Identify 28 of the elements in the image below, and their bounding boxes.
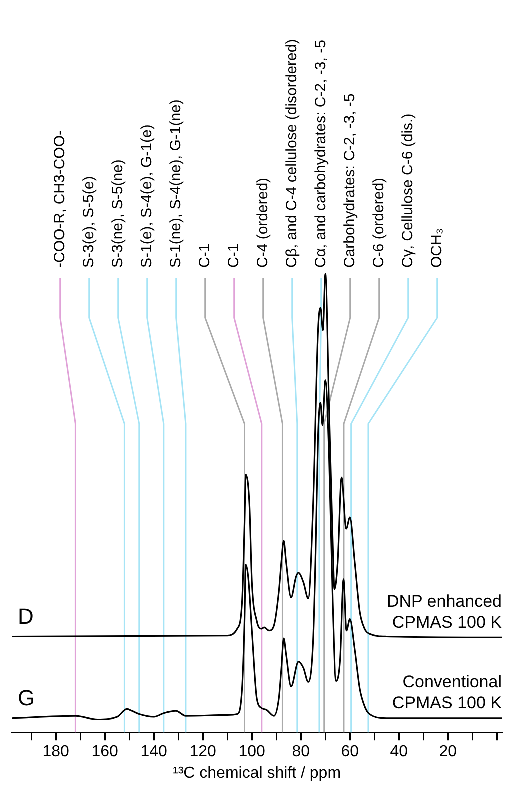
x-tick-label: 120 [190,744,217,761]
x-tick-label: 20 [439,744,458,761]
annotation: Conventional CPMAS 100 K [392,672,503,713]
x-tick-label: 100 [238,744,266,761]
ref-line-label: C-1 [196,244,214,268]
ref-line-label: S-3(ne), S-5(ne) [110,160,127,268]
ref-line-label: Cα, and carbohydrates: C-2, -3, -5 [312,40,330,268]
series-label: D [18,604,34,629]
x-tick-label: 140 [140,744,168,761]
x-tick-label: 160 [92,744,119,761]
series-label: G [18,685,36,710]
ref-line-label: -COO-R, CH3-COO- [52,130,69,268]
annotation: DNP enhanced CPMAS 100 K [387,592,503,632]
x-tick-label: 60 [341,744,360,761]
x-tick-label: 80 [292,744,310,761]
ref-line-label: C-6 (ordered) [370,178,388,268]
ref-line-label: C-1 [226,244,243,268]
ref-line-label: Cγ, Cellulose C-6 (dis.) [400,114,417,268]
x-axis-title: ¹³C chemical shift / ppm [172,764,342,782]
ref-line-label: C-4 (ordered) [254,178,272,268]
ref-line-label: S-1(e), S-4(e), G-1(e) [138,124,156,268]
x-tick-label: 40 [390,744,408,761]
ref-line-label: OCH₃ [428,228,446,268]
ref-line-label: Carbohydrates: C-2, -3, -5 [342,94,359,268]
ref-line-label: S-1(ne), S-4(ne), G-1(ne) [168,100,185,268]
ref-line-label: S-3(e), S-5(e) [80,176,98,268]
ref-line-label: Cβ, and C-4 cellulose (disordered) [284,39,301,268]
x-tick-label: 180 [42,744,70,761]
